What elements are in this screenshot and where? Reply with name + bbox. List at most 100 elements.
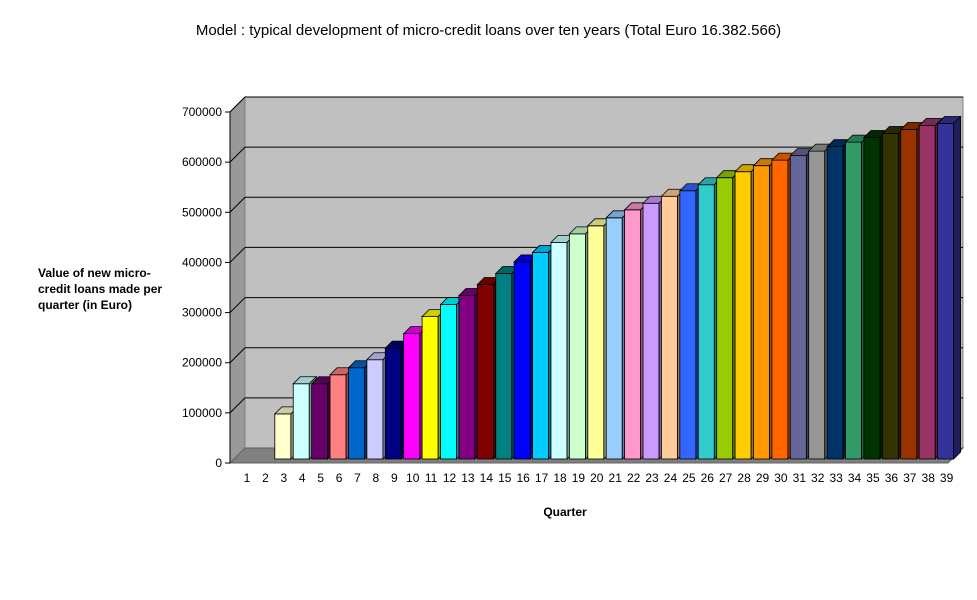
gridline bbox=[229, 397, 246, 414]
bar-front bbox=[771, 159, 789, 460]
gridline bbox=[229, 297, 246, 313]
bar-front bbox=[918, 125, 936, 460]
x-tick-label: 5 bbox=[317, 471, 324, 485]
x-tick-label: 7 bbox=[354, 471, 361, 485]
y-tick-label: 100000 bbox=[182, 406, 222, 420]
bar-front bbox=[808, 150, 826, 460]
bar-front bbox=[311, 383, 329, 460]
bar-front bbox=[366, 359, 384, 460]
bar-front bbox=[440, 304, 457, 460]
y-tick-label: 500000 bbox=[182, 205, 222, 219]
bar-front bbox=[458, 295, 476, 460]
bar-series bbox=[273, 115, 962, 460]
x-tick-label: 28 bbox=[737, 471, 751, 485]
y-tick-label: 300000 bbox=[182, 306, 222, 320]
bar bbox=[936, 115, 962, 460]
bar-front bbox=[789, 155, 807, 460]
bar-front bbox=[329, 374, 347, 460]
chart-title: Model : typical development of micro-cre… bbox=[195, 22, 782, 39]
x-tick-label: 31 bbox=[793, 471, 807, 485]
gridline bbox=[229, 96, 246, 113]
x-tick-label: 17 bbox=[535, 471, 549, 485]
x-tick-label: 19 bbox=[572, 471, 586, 485]
bar-front bbox=[384, 347, 402, 460]
x-tick-label: 24 bbox=[664, 471, 678, 485]
gridline bbox=[229, 347, 246, 364]
x-tick-label: 21 bbox=[609, 471, 623, 485]
bar-front bbox=[421, 316, 439, 460]
x-axis: 1 2 3 4 5 6 7 8 9 10 11 12 13 14 15 16 17 18 19 20 21 22 23 24 2… bbox=[244, 471, 954, 485]
y-tick-label: 600000 bbox=[182, 155, 222, 169]
bar-front bbox=[532, 252, 550, 460]
y-axis: 0 100000 200000 300000 400000 500000 600000 700… bbox=[182, 105, 231, 470]
bar-front bbox=[826, 146, 844, 460]
x-tick-label: 32 bbox=[811, 471, 825, 485]
bar-front bbox=[605, 217, 623, 460]
gridline bbox=[229, 247, 246, 263]
x-tick-label: 1 bbox=[244, 471, 251, 485]
x-axis-label: Quarter bbox=[543, 505, 587, 519]
bar-front bbox=[642, 202, 660, 460]
bar-front bbox=[881, 133, 899, 460]
x-tick-label: 8 bbox=[373, 471, 380, 485]
x-tick-label: 25 bbox=[682, 471, 696, 485]
gridline bbox=[229, 146, 246, 163]
x-tick-label: 13 bbox=[461, 471, 475, 485]
x-tick-label: 20 bbox=[590, 471, 604, 485]
x-tick-label: 15 bbox=[498, 471, 512, 485]
bar-front bbox=[274, 413, 292, 460]
y-tick-label: 200000 bbox=[182, 356, 222, 370]
x-tick-label: 27 bbox=[719, 471, 733, 485]
bar-front bbox=[403, 333, 421, 460]
y-tick-label: 700000 bbox=[182, 105, 222, 119]
bar-front bbox=[292, 383, 310, 460]
y-tick-label: 0 bbox=[215, 456, 222, 470]
x-tick-label: 29 bbox=[756, 471, 770, 485]
bar-front bbox=[348, 367, 365, 460]
bar-front bbox=[753, 165, 770, 460]
x-tick-label: 30 bbox=[774, 471, 788, 485]
x-tick-label: 26 bbox=[701, 471, 715, 485]
y-axis-label: Value of new micro-credit loans made per… bbox=[38, 266, 163, 312]
x-tick-label: 33 bbox=[829, 471, 843, 485]
bar-front bbox=[661, 195, 678, 460]
bar-front bbox=[513, 261, 531, 460]
bar-front bbox=[734, 171, 752, 460]
x-tick-label: 3 bbox=[280, 471, 287, 485]
bar-front bbox=[476, 284, 494, 460]
x-tick-label: 36 bbox=[885, 471, 899, 485]
bar-front bbox=[937, 123, 955, 460]
bar-front bbox=[568, 233, 586, 460]
x-tick-label: 16 bbox=[516, 471, 530, 485]
x-tick-label: 10 bbox=[406, 471, 420, 485]
x-tick-label: 12 bbox=[443, 471, 457, 485]
x-tick-label: 18 bbox=[553, 471, 567, 485]
bar-front bbox=[845, 141, 862, 460]
x-tick-label: 23 bbox=[645, 471, 659, 485]
x-tick-label: 22 bbox=[627, 471, 641, 485]
x-tick-label: 38 bbox=[922, 471, 936, 485]
x-tick-label: 2 bbox=[262, 471, 269, 485]
bar-front bbox=[624, 209, 642, 460]
bar-front bbox=[679, 190, 697, 460]
bar-front bbox=[716, 177, 734, 460]
x-tick-label: 34 bbox=[848, 471, 862, 485]
bar-side bbox=[953, 115, 962, 460]
x-tick-label: 11 bbox=[425, 471, 438, 485]
side-wall bbox=[229, 95, 246, 465]
y-tick-label: 400000 bbox=[182, 255, 222, 269]
bar-front bbox=[697, 184, 715, 460]
x-tick-label: 9 bbox=[391, 471, 398, 485]
bar-front bbox=[550, 241, 568, 460]
bar-front bbox=[863, 137, 881, 460]
x-tick-label: 14 bbox=[480, 471, 494, 485]
bar-front bbox=[495, 273, 513, 460]
x-tick-label: 6 bbox=[336, 471, 343, 485]
x-tick-label: 4 bbox=[299, 471, 306, 485]
gridline bbox=[229, 196, 246, 213]
x-tick-label: 37 bbox=[903, 471, 917, 485]
x-tick-label: 35 bbox=[866, 471, 880, 485]
x-tick-label: 39 bbox=[940, 471, 954, 485]
bar-front bbox=[900, 129, 918, 460]
